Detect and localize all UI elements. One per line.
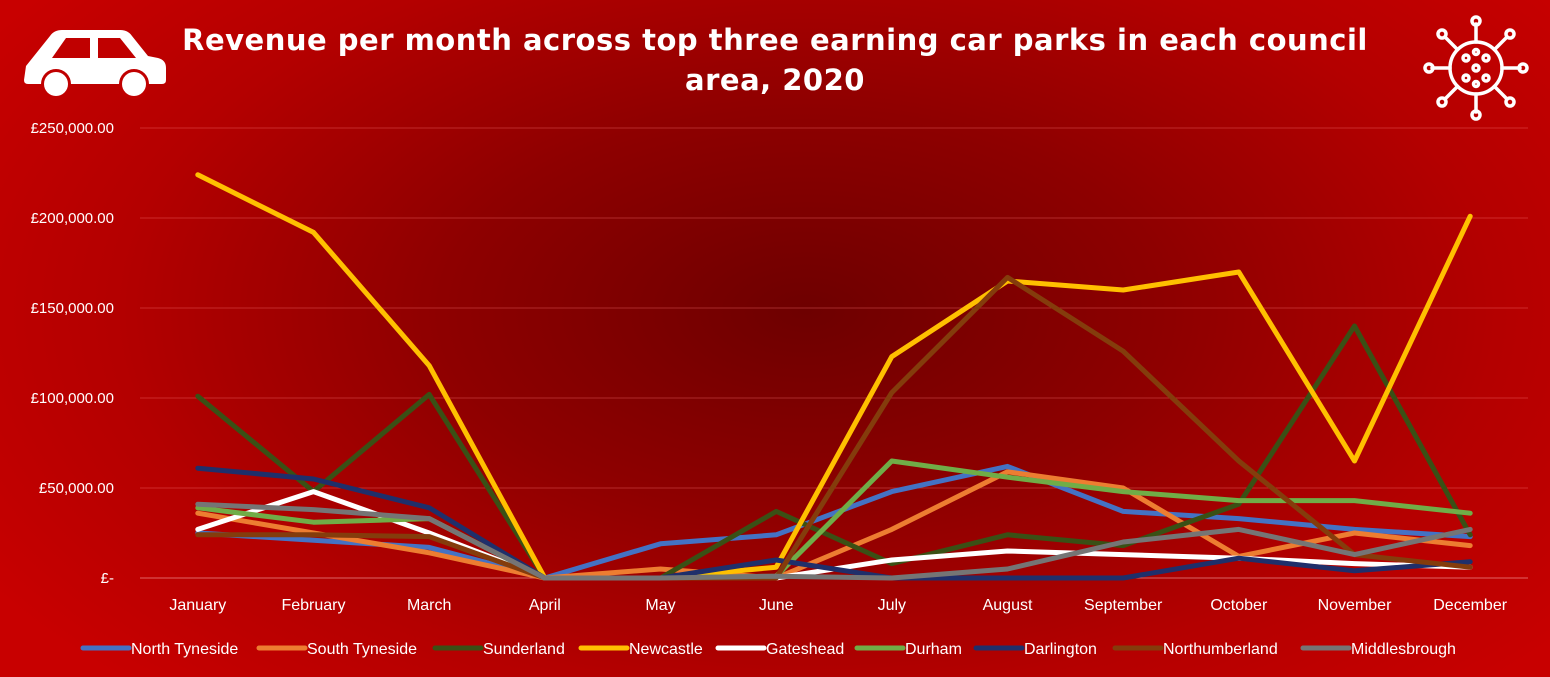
virus-icon	[1423, 15, 1529, 121]
x-tick-label: May	[645, 597, 675, 614]
series-lines	[195, 172, 1473, 581]
x-tick-label: September	[1084, 597, 1163, 614]
chart-title-line-2: area, 2020	[685, 63, 865, 97]
legend-label: Northumberland	[1163, 641, 1278, 658]
legend-label: Middlesbrough	[1351, 641, 1456, 658]
legend-item-north-tyneside: North Tyneside	[80, 641, 238, 658]
y-tick-label: £-	[101, 570, 114, 587]
legend-item-middlesbrough: Middlesbrough	[1300, 641, 1456, 658]
legend-label: Newcastle	[629, 641, 703, 658]
y-tick-label: £150,000.00	[31, 300, 114, 317]
legend-item-south-tyneside: South Tyneside	[256, 641, 417, 658]
x-tick-label: June	[759, 597, 794, 614]
x-axis: January February March April May June July Augu…	[169, 597, 1507, 614]
x-tick-label: December	[1433, 597, 1507, 614]
legend-label: Sunderland	[483, 641, 565, 658]
legend-label: Gateshead	[766, 641, 844, 658]
series-line-middlesbrough	[195, 501, 1473, 581]
series-line-north-tyneside	[195, 463, 1473, 581]
car-icon	[24, 30, 166, 99]
chart-title-line-1: Revenue per month across top three earni…	[182, 23, 1368, 57]
legend: North Tyneside South Tyneside Sunderland Ne…	[80, 641, 1456, 658]
y-axis: £- £50,000.00 £100,000.00 £150,000.00 £200,0…	[31, 120, 114, 587]
legend-item-darlington: Darlington	[973, 641, 1097, 658]
x-tick-label: October	[1210, 597, 1268, 614]
legend-label: North Tyneside	[131, 641, 238, 658]
x-tick-label: February	[281, 597, 345, 614]
series-line-northumberland	[195, 274, 1473, 581]
x-tick-label: March	[407, 597, 451, 614]
y-tick-label: £100,000.00	[31, 390, 114, 407]
legend-label: South Tyneside	[307, 641, 417, 658]
y-tick-label: £50,000.00	[39, 480, 114, 497]
x-tick-label: November	[1318, 597, 1392, 614]
legend-item-sunderland: Sunderland	[432, 641, 565, 658]
y-tick-label: £250,000.00	[31, 120, 114, 137]
legend-item-northumberland: Northumberland	[1112, 641, 1278, 658]
series-line-darlington	[195, 465, 1473, 581]
legend-item-durham: Durham	[854, 641, 962, 658]
y-tick-label: £200,000.00	[31, 210, 114, 227]
legend-item-gateshead: Gateshead	[715, 641, 844, 658]
legend-label: Durham	[905, 641, 962, 658]
legend-item-newcastle: Newcastle	[578, 641, 703, 658]
x-tick-label: August	[983, 597, 1033, 614]
x-tick-label: July	[878, 597, 906, 614]
x-tick-label: April	[529, 597, 561, 614]
x-tick-label: January	[169, 597, 226, 614]
legend-label: Darlington	[1024, 641, 1097, 658]
series-line-south-tyneside	[195, 469, 1473, 581]
chart-title: Revenue per month across top three earni…	[175, 20, 1375, 100]
series-line-newcastle	[195, 172, 1473, 581]
